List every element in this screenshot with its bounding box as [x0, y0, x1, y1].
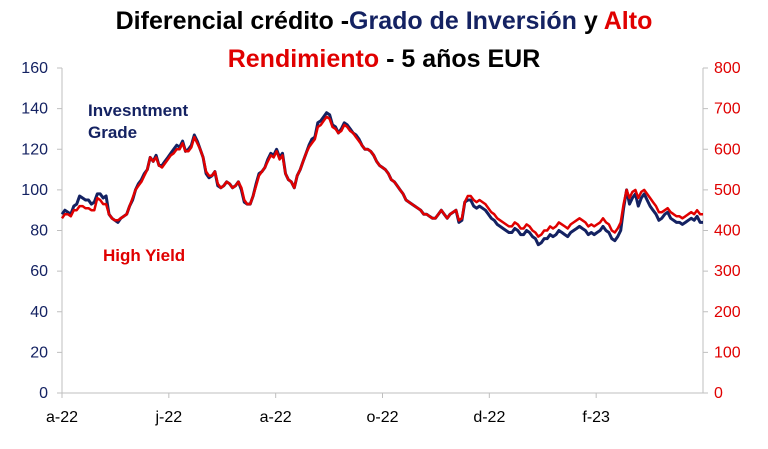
y-left-tick-label: 120: [21, 141, 48, 158]
high-yield-line: [60, 115, 703, 238]
x-tick-label: a-22: [46, 409, 78, 426]
y-right-tick-label: 600: [714, 141, 741, 158]
investment-grade-label: Invesntment Grade: [88, 100, 188, 144]
x-tick-label: f-23: [582, 409, 610, 426]
title-part-y: y: [576, 7, 604, 35]
x-tick-label: o-22: [366, 409, 398, 426]
chart-title-line2: Rendimiento - 5 años EUR: [0, 43, 768, 75]
y-right-tick-label: 400: [714, 223, 741, 240]
investment-grade-label-line1: Invesntment: [88, 101, 189, 120]
y-left-tick-label: 40: [30, 304, 48, 321]
x-tick-label: d-22: [473, 409, 505, 426]
y-left-tick-label: 100: [21, 182, 48, 199]
y-right-tick-label: 200: [714, 304, 741, 321]
y-right-tick-label: 300: [714, 263, 741, 280]
title-part-diferencial: Diferencial crédito -: [115, 7, 350, 35]
title-part-rendimiento: Rendimiento: [227, 45, 380, 73]
y-left-tick-label: 80: [30, 223, 48, 240]
y-right-tick-label: 0: [714, 385, 723, 402]
y-right-tick-label: 500: [714, 182, 741, 199]
y-right-tick-label: 800: [714, 60, 741, 77]
y-left-tick-label: 20: [30, 344, 48, 361]
x-tick-label: a-22: [260, 409, 292, 426]
y-left-tick-label: 60: [30, 263, 48, 280]
title-part-alto: Alto: [603, 7, 653, 35]
y-left-tick-label: 160: [21, 60, 48, 77]
chart-title-line1: Diferencial crédito -Grado de Inversión …: [0, 5, 768, 37]
y-right-tick-label: 100: [714, 344, 741, 361]
investment-grade-label-line2: Grade: [88, 123, 138, 142]
x-tick-label: j-22: [154, 409, 182, 426]
y-left-tick-label: 140: [21, 101, 48, 118]
title-part-5-anos-eur: - 5 años EUR: [379, 45, 541, 73]
title-part-grado-inversion: Grado de Inversión: [349, 7, 577, 35]
y-left-tick-label: 0: [39, 385, 48, 402]
high-yield-label: High Yield: [103, 246, 186, 265]
y-right-tick-label: 700: [714, 101, 741, 118]
